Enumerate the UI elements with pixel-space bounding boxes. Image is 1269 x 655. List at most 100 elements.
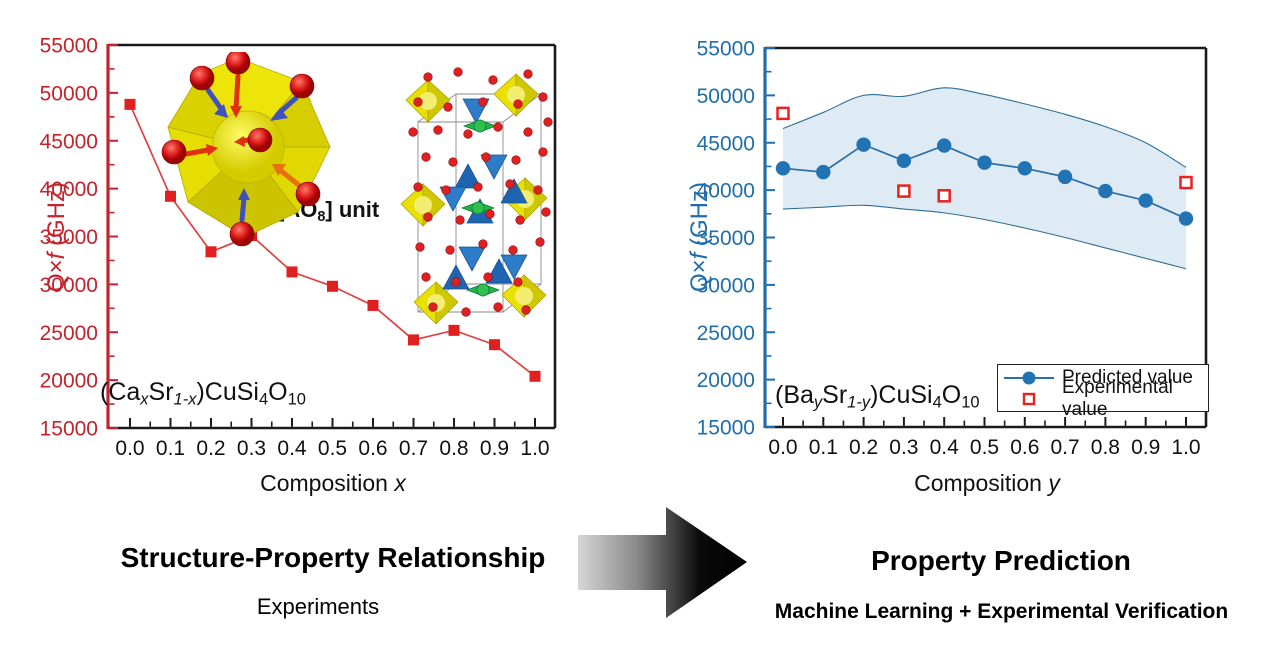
central-cation-sphere	[211, 110, 285, 184]
x-tick-label: 0.1	[809, 436, 838, 459]
left-chart-formula: (CaxSr1-x)CuSi4O10	[100, 378, 306, 409]
y-tick-label: 35000	[697, 227, 755, 250]
left-chart-plot: 15000 20000 25000 30000 35000 40000 45000 50000…	[40, 35, 557, 460]
data-point	[856, 137, 871, 152]
y-tick-label: 55000	[697, 38, 755, 61]
data-point	[1098, 183, 1113, 199]
y-tick-label: 25000	[697, 322, 755, 345]
x-tick-label: 0.4	[930, 436, 960, 459]
x-tick-label: 0.7	[399, 437, 428, 460]
x-tick-label: 0.7	[1050, 436, 1079, 459]
experimental-square-symbol	[1022, 392, 1036, 405]
x-tick-label: 0.9	[480, 437, 509, 460]
data-point	[977, 155, 992, 170]
x-tick-label: 0.2	[849, 436, 878, 459]
y-tick-label: 30000	[697, 274, 755, 297]
data-point	[489, 339, 500, 351]
polarization-arrows	[183, 73, 303, 223]
si-tetrahedra	[439, 98, 528, 290]
y-tick-label: 15000	[697, 417, 755, 440]
right-chart: 15000 20000 25000 30000 35000 40000 45000 50000…	[634, 0, 1269, 510]
data-point	[286, 266, 298, 278]
x-tick-label: 0.9	[1131, 436, 1160, 459]
left-chart: 15000 20000 25000 30000 35000 40000 45000 50000…	[0, 0, 635, 510]
right-block-arrow-icon	[578, 507, 747, 618]
right-chart-formula: (BaySr1-y)CuSi4O10	[775, 381, 980, 412]
right-caption-subtitle: Machine Learning + Experimental Verifica…	[774, 600, 1229, 623]
y-tick-label: 35000	[40, 226, 98, 249]
right-y-axis-label: Q×f (GHz)	[686, 182, 713, 293]
x-tick-label: 0.8	[1091, 436, 1120, 459]
data-point	[1179, 175, 1193, 190]
right-chart-plot: 15000 20000 25000 30000 35000 40000 45000 50000…	[697, 38, 1208, 459]
y-tick-label: 20000	[40, 370, 98, 393]
data-point	[408, 334, 419, 346]
left-y-axis-label: Q×f (GHz)	[43, 182, 70, 293]
data-point	[897, 184, 911, 198]
x-tick-label: 1.0	[520, 437, 549, 460]
y-tick-label: 40000	[40, 178, 98, 201]
y-tick-label: 50000	[40, 82, 98, 105]
oxygen-atoms-cell	[408, 67, 553, 317]
data-point	[1138, 193, 1153, 208]
y-tick-label: 20000	[697, 369, 755, 392]
left-caption-title: Structure-Property Relationship	[120, 542, 546, 573]
y-tick-label: 55000	[40, 35, 98, 58]
x-tick-label: 0.5	[970, 436, 999, 459]
x-tick-label: 0.5	[318, 437, 347, 460]
confidence-band	[783, 87, 1186, 269]
x-tick-label: 0.0	[768, 436, 797, 459]
left-x-axis-label: Composition x	[260, 470, 406, 496]
data-point	[1017, 161, 1032, 176]
x-tick-label: 0.0	[115, 437, 144, 460]
data-point	[165, 190, 176, 202]
x-tick-label: 0.8	[439, 437, 468, 460]
x-tick-label: 0.3	[889, 436, 918, 459]
oxygen-atoms	[161, 52, 321, 247]
data-point	[327, 280, 338, 292]
legend-item-predicted: Predicted value	[1002, 366, 1200, 388]
data-point	[937, 138, 952, 153]
x-tick-label: 0.4	[277, 437, 307, 460]
axes: 15000 20000 25000 30000 35000 40000 45000 50000…	[40, 35, 557, 460]
data-point	[1057, 169, 1073, 185]
right-caption-title: Property Prediction	[871, 545, 1131, 576]
x-tick-label: 0.1	[156, 437, 185, 460]
data-point	[1178, 211, 1194, 226]
y-tick-label: 25000	[40, 322, 98, 345]
x-tick-label: 1.0	[1171, 436, 1200, 459]
y-tick-label: 45000	[697, 132, 755, 155]
y-tick-label: 40000	[697, 180, 755, 203]
series-experimental-value	[776, 106, 1193, 203]
y-tick-label: 15000	[40, 418, 98, 441]
predicted-line-symbol	[1004, 371, 1054, 384]
data-point	[448, 324, 460, 336]
data-point	[367, 299, 379, 311]
crystal-structure-inset-illustration	[400, 67, 553, 324]
data-point	[775, 161, 791, 176]
cu-squares	[461, 119, 500, 297]
data-point	[896, 153, 912, 168]
left-caption-subtitle: Experiments	[256, 594, 380, 619]
legend-item-experimental: Experimental value	[1002, 377, 1200, 420]
data-point	[205, 246, 217, 258]
x-tick-label: 0.6	[358, 437, 387, 460]
data-point	[776, 106, 790, 121]
y-tick-label: 50000	[697, 85, 755, 108]
legend: Predicted value Experimental value	[997, 364, 1209, 420]
legend-label-experimental: Experimental value	[1062, 376, 1173, 420]
ao8-unit-inset-illustration	[161, 52, 331, 247]
y-tick-label: 45000	[40, 130, 98, 153]
right-x-axis-label: Composition y	[914, 470, 1060, 496]
data-point	[937, 189, 951, 203]
x-tick-label: 0.3	[237, 437, 266, 460]
data-point	[529, 370, 541, 382]
data-point	[124, 98, 136, 110]
x-tick-label: 0.2	[196, 437, 225, 460]
legend-label-predicted: Predicted value	[1062, 366, 1193, 388]
y-tick-label: 30000	[40, 274, 98, 297]
x-tick-label: 0.6	[1010, 436, 1039, 459]
axes: 15000 20000 25000 30000 35000 40000 45000 50000…	[697, 38, 1208, 459]
series-predicted-value	[775, 137, 1194, 226]
